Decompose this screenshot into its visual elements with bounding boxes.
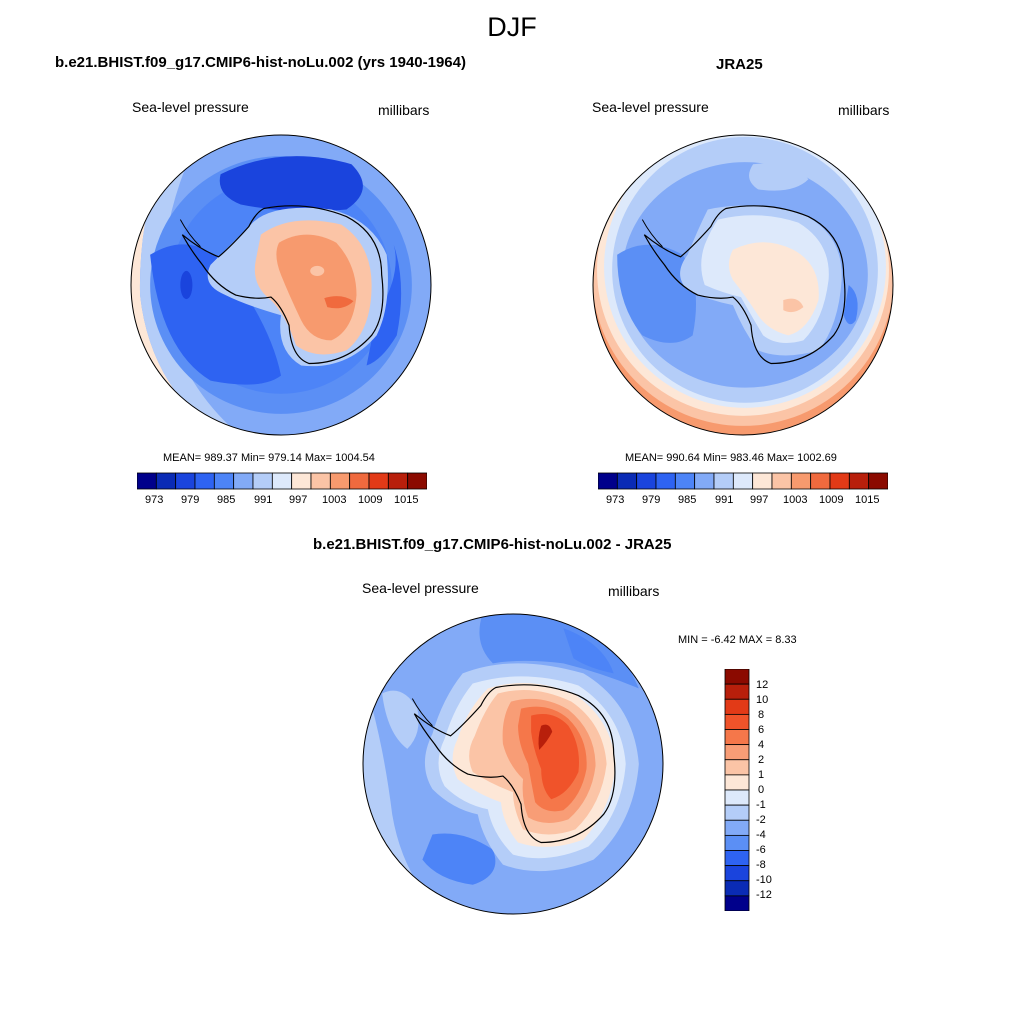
panel-2-variable: Sea-level pressure <box>592 99 709 115</box>
colorbar-label: 8 <box>758 709 765 721</box>
panel-1-title: b.e21.BHIST.f09_g17.CMIP6-hist-noLu.002 … <box>55 54 466 71</box>
colorbar-swatch <box>724 683 750 700</box>
colorbar-swatch <box>636 472 657 490</box>
panel-1-units: millibars <box>378 102 430 118</box>
panel-3-map <box>362 613 664 915</box>
panel-3-colorbar-labels: 12 10 8 6 4 2 1 0 -1 -2 -4 -6 -8 -10 -12 <box>756 679 796 909</box>
colorbar-label: 1003 <box>322 494 347 506</box>
colorbar-swatch <box>694 472 715 490</box>
colorbar-swatch <box>713 472 734 490</box>
panel-2-colorbar <box>598 472 888 490</box>
colorbar-swatch <box>724 895 750 911</box>
colorbar-label: 985 <box>217 494 236 506</box>
colorbar-swatch <box>155 472 177 490</box>
page-title: DJF <box>487 12 537 42</box>
colorbar-swatch <box>724 880 750 897</box>
colorbar-label: 973 <box>145 494 164 506</box>
colorbar-label: 1009 <box>358 494 383 506</box>
colorbar-swatch <box>724 774 750 791</box>
colorbar-swatch <box>349 472 370 490</box>
colorbar-swatch <box>724 669 750 685</box>
colorbar-swatch <box>724 713 750 730</box>
panel-1-variable: Sea-level pressure <box>132 99 249 115</box>
colorbar-swatch <box>790 472 812 490</box>
colorbar-label: 1003 <box>783 494 808 506</box>
panel-2-units: millibars <box>838 102 890 118</box>
colorbar-label: 12 <box>756 679 769 691</box>
panel-1-map <box>130 134 432 436</box>
colorbar-swatch <box>271 472 293 490</box>
colorbar-swatch <box>724 789 750 806</box>
panel-3-variable: Sea-level pressure <box>362 580 479 596</box>
colorbar-swatch <box>771 472 792 490</box>
colorbar-swatch <box>752 472 773 490</box>
colorbar-swatch <box>868 472 888 490</box>
colorbar-label: 0 <box>758 784 765 796</box>
colorbar-label: 991 <box>254 494 273 506</box>
colorbar-label: 979 <box>181 494 200 506</box>
panel-3-stats: MIN = -6.42 MAX = 8.33 <box>678 634 797 646</box>
colorbar-label: -10 <box>756 874 772 886</box>
colorbar-label: 1015 <box>394 494 419 506</box>
colorbar-label: -4 <box>756 829 766 841</box>
colorbar-swatch <box>724 698 750 715</box>
colorbar-label: 991 <box>715 494 734 506</box>
panel-3-units: millibars <box>608 583 660 599</box>
colorbar-swatch <box>724 865 750 882</box>
colorbar-label: -6 <box>756 844 766 856</box>
colorbar-swatch <box>724 729 750 746</box>
colorbar-label: 10 <box>756 694 769 706</box>
colorbar-label: 985 <box>678 494 697 506</box>
colorbar-label: 997 <box>289 494 308 506</box>
colorbar-swatch <box>252 472 273 490</box>
colorbar-swatch <box>724 819 750 836</box>
colorbar-label: 1 <box>758 769 765 781</box>
colorbar-swatch <box>829 472 850 490</box>
panel-2-map <box>592 134 894 436</box>
colorbar-label: 1015 <box>855 494 880 506</box>
colorbar-swatch <box>233 472 254 490</box>
colorbar-swatch <box>598 472 618 490</box>
panel-1-stats: MEAN= 989.37 Min= 979.14 Max= 1004.54 <box>163 452 375 464</box>
colorbar-label: 6 <box>758 724 765 736</box>
panel-2-title: JRA25 <box>716 56 763 73</box>
colorbar-swatch <box>616 472 638 490</box>
panel-3-colorbar <box>724 669 750 911</box>
panel-1-colorbar-labels: 973 979 985 991 997 1003 1009 1015 <box>137 494 427 508</box>
panel-2-colorbar-labels: 973 979 985 991 997 1003 1009 1015 <box>598 494 888 508</box>
colorbar-swatch <box>848 472 870 490</box>
colorbar-label: 2 <box>758 754 765 766</box>
colorbar-swatch <box>732 472 754 490</box>
colorbar-swatch <box>655 472 676 490</box>
colorbar-swatch <box>724 744 750 761</box>
colorbar-swatch <box>724 834 750 851</box>
colorbar-label: 973 <box>606 494 625 506</box>
colorbar-label: 4 <box>758 739 765 751</box>
colorbar-swatch <box>724 804 750 821</box>
colorbar-label: -2 <box>756 814 766 826</box>
colorbar-swatch <box>213 472 235 490</box>
colorbar-swatch <box>387 472 409 490</box>
colorbar-swatch <box>724 850 750 867</box>
panel-2-stats: MEAN= 990.64 Min= 983.46 Max= 1002.69 <box>625 452 837 464</box>
colorbar-swatch <box>810 472 831 490</box>
colorbar-label: 997 <box>750 494 769 506</box>
colorbar-label: -1 <box>756 799 766 811</box>
panel-1-colorbar <box>137 472 427 490</box>
colorbar-swatch <box>194 472 215 490</box>
colorbar-label: 1009 <box>819 494 844 506</box>
colorbar-swatch <box>329 472 351 490</box>
colorbar-swatch <box>137 472 157 490</box>
colorbar-swatch <box>674 472 696 490</box>
colorbar-swatch <box>724 759 750 776</box>
colorbar-swatch <box>175 472 196 490</box>
colorbar-label: -8 <box>756 859 766 871</box>
panel-3-title: b.e21.BHIST.f09_g17.CMIP6-hist-noLu.002 … <box>313 536 672 553</box>
colorbar-swatch <box>291 472 312 490</box>
colorbar-label: 979 <box>642 494 661 506</box>
colorbar-swatch <box>368 472 389 490</box>
colorbar-label: -12 <box>756 889 772 901</box>
colorbar-swatch <box>310 472 331 490</box>
colorbar-swatch <box>407 472 427 490</box>
